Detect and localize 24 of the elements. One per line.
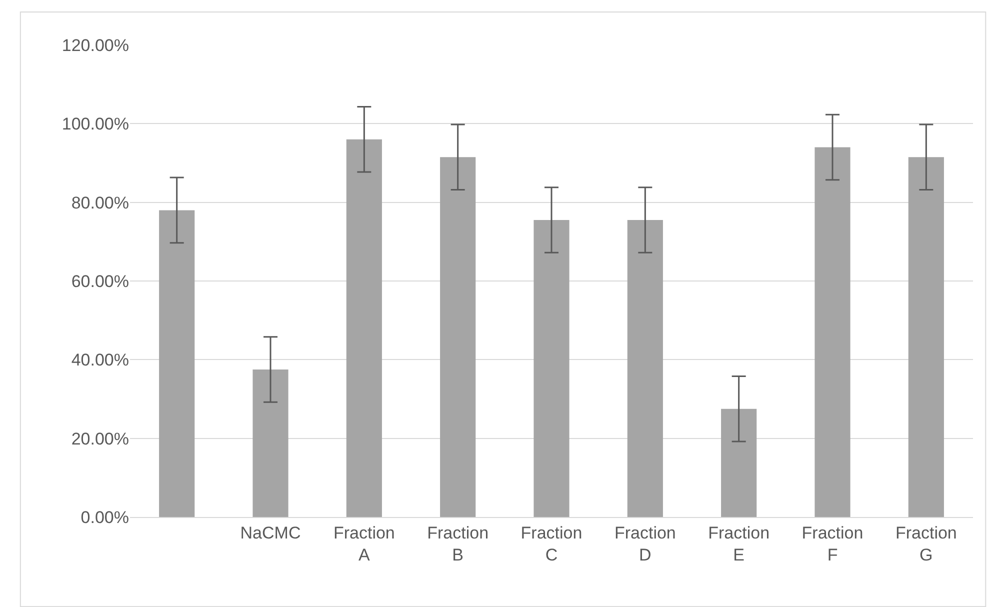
- y-tick-label: 40.00%: [71, 350, 129, 370]
- bar: [721, 408, 757, 517]
- y-tick-label: 20.00%: [71, 429, 129, 448]
- x-tick-label: NaCMC: [240, 523, 301, 542]
- bar: [252, 370, 288, 517]
- y-tick-label: 120.00%: [62, 36, 129, 55]
- y-tick-label: 80.00%: [71, 193, 129, 212]
- bar: [627, 220, 663, 517]
- x-tick-label: Fraction A: [333, 523, 395, 564]
- x-tick-label: Fraction F: [802, 523, 864, 564]
- x-tick-label: Fraction E: [708, 523, 770, 564]
- bar: [908, 157, 944, 517]
- bar: [534, 220, 570, 517]
- y-tick-label: 0.00%: [80, 508, 129, 527]
- bar: [814, 147, 850, 517]
- y-tick-label: 100.00%: [62, 114, 129, 134]
- x-tick-label: Fraction G: [895, 523, 957, 564]
- x-tick-label: Fraction C: [520, 523, 582, 564]
- bar: [440, 157, 476, 517]
- x-tick-label: Fraction B: [427, 523, 489, 564]
- y-tick-label: 60.00%: [71, 272, 129, 291]
- bar: [159, 210, 195, 517]
- x-tick-label: Fraction D: [614, 523, 676, 564]
- bar: [346, 139, 382, 517]
